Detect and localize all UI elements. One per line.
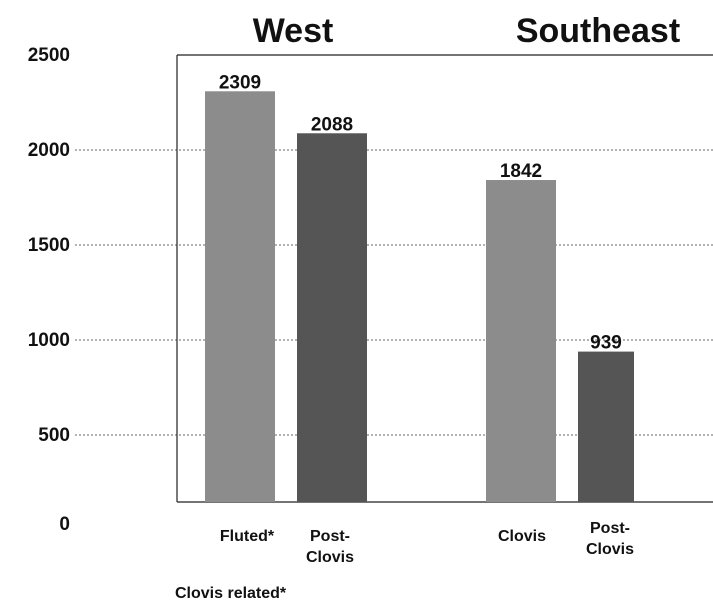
y-tick-label-2000: 2000 — [28, 140, 70, 161]
value-label-west-1: 2088 — [311, 114, 353, 135]
bars: 2309 2088 1842 939 — [205, 72, 634, 502]
category-label-west-1: Post- — [310, 528, 350, 545]
value-label-southeast-1: 939 — [590, 333, 622, 354]
bar-southeast-0 — [486, 180, 556, 502]
group-title-southeast: Southeast — [516, 12, 680, 50]
category-label-southeast-0: Clovis — [498, 528, 546, 545]
y-tick-label-500: 500 — [38, 425, 70, 446]
bar-west-0 — [205, 91, 275, 502]
footnote: Clovis related* — [175, 585, 287, 602]
bar-southeast-1 — [578, 351, 634, 502]
y-tick-label-2500: 2500 — [28, 45, 70, 66]
y-tick-label-1500: 1500 — [28, 235, 70, 256]
category-label-southeast-1: Post- — [590, 520, 630, 537]
category-label-southeast-1: Clovis — [586, 541, 634, 558]
y-tick-label-1000: 1000 — [28, 330, 70, 351]
y-tick-labels: 0 500 1000 1500 2000 2500 — [28, 45, 70, 535]
value-label-west-0: 2309 — [219, 72, 261, 93]
category-label-west-0: Fluted* — [220, 528, 275, 545]
bar-west-1 — [297, 133, 367, 502]
group-title-west: West — [253, 12, 334, 50]
category-label-west-1: Clovis — [306, 549, 354, 566]
category-labels: Fluted* Post- Clovis Clovis Post- Clovis — [220, 520, 634, 566]
value-label-southeast-0: 1842 — [500, 161, 542, 182]
y-tick-label-0: 0 — [59, 514, 70, 535]
group-titles: West Southeast — [253, 12, 680, 50]
